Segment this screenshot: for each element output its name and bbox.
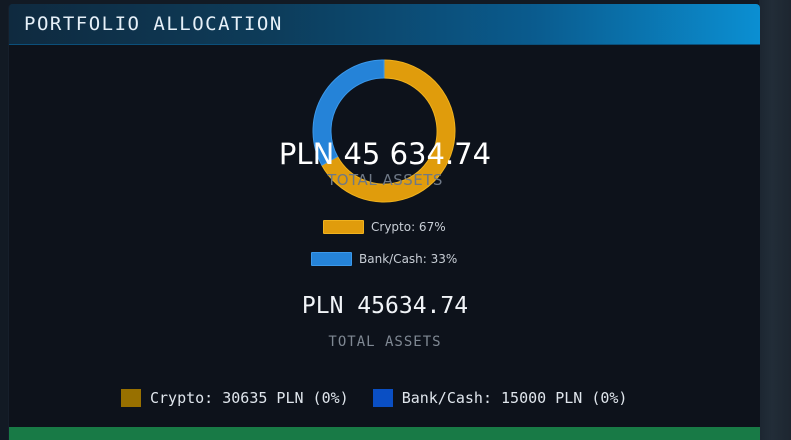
allocation-donut-chart [312,59,456,203]
portfolio-allocation-panel: PORTFOLIO ALLOCATION PLN 45 634.74 TOTAL… [8,4,760,440]
allocation-breakdown: Crypto: 30635 PLN (0%) Bank/Cash: 15000 … [121,389,651,407]
legend-item-crypto[interactable]: Crypto: 67% [323,220,446,234]
panel-header: PORTFOLIO ALLOCATION [9,4,760,45]
breakdown-swatch-bank-cash [372,389,393,407]
legend-item-bank-cash[interactable]: Bank/Cash: 33% [311,252,457,266]
legend-label-bank-cash: Bank/Cash: 33% [359,252,458,266]
total-assets-label: TOTAL ASSETS [328,334,442,350]
legend-swatch-crypto [323,220,364,234]
breakdown-item-crypto: Crypto: 30635 PLN (0%) [121,389,349,407]
legend-swatch-bank-cash [311,252,352,266]
legend-label-crypto: Crypto: 67% [371,220,446,234]
breakdown-label-crypto: Crypto: 30635 PLN (0%) [150,389,349,407]
footer-status-bar [9,427,760,440]
breakdown-label-bank-cash: Bank/Cash: 15000 PLN (0%) [401,389,628,407]
breakdown-swatch-crypto [121,389,141,407]
panel-title: PORTFOLIO ALLOCATION [24,13,283,35]
donut-slice-bank-cash[interactable] [312,59,385,166]
chart-total-label: TOTAL ASSETS [327,171,443,189]
background-right-edge [759,0,791,440]
breakdown-item-bank-cash: Bank/Cash: 15000 PLN (0%) [372,389,628,407]
chart-total-amount: PLN 45 634.74 [278,137,492,171]
total-assets-amount: PLN 45634.74 [301,293,469,319]
donut-slice-crypto[interactable] [321,59,456,203]
